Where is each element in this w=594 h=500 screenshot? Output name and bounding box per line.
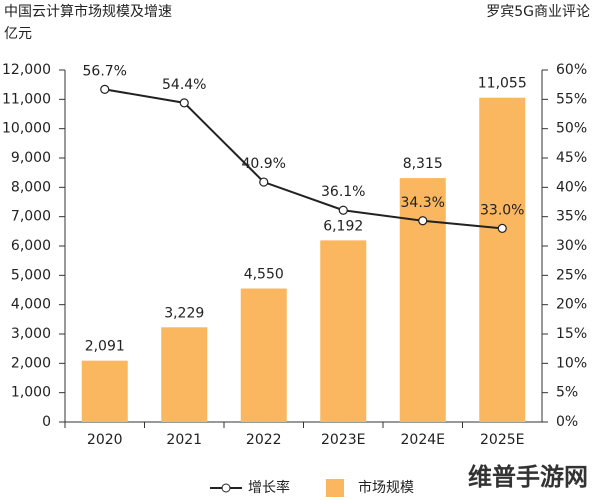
line	[104, 88, 503, 230]
bar-value-label: 2,091	[85, 339, 125, 355]
y2-tick-label: 60%	[556, 62, 587, 78]
bar	[81, 360, 128, 422]
bar-value-label: 11,055	[478, 76, 527, 92]
y-tick-label: 12,000	[2, 62, 51, 78]
y-tick-label: 3,000	[11, 326, 51, 342]
legend-label: 市场规模	[358, 479, 414, 496]
bar-value-label: 3,229	[164, 305, 204, 321]
y2-tick-label: 15%	[556, 326, 587, 342]
line-marker	[338, 205, 348, 215]
y-tick-label: 1,000	[11, 385, 51, 401]
watermark: 维普手游网	[468, 463, 588, 491]
line-marker	[497, 223, 507, 233]
line-marker	[179, 98, 189, 108]
line-value-label: 33.0%	[480, 202, 524, 218]
x-tick-label: 2021	[166, 432, 202, 448]
y2-tick-label: 45%	[556, 150, 587, 166]
source: 罗宾5G商业评论	[486, 4, 590, 20]
legend-swatch	[326, 479, 344, 497]
line-value-label: 54.4%	[162, 77, 206, 93]
bar	[161, 327, 208, 422]
bar-value-label: 4,550	[244, 267, 284, 283]
x-tick-label: 2020	[87, 432, 123, 448]
y-tick-label: 4,000	[11, 297, 51, 313]
y-axis-unit: 亿元	[4, 26, 32, 42]
line-value-label: 40.9%	[242, 156, 286, 172]
legend-label: 增长率	[248, 479, 290, 496]
bar-value-label: 6,192	[323, 218, 363, 234]
y2-tick-label: 0%	[556, 414, 578, 430]
y-tick-label: 6,000	[11, 238, 51, 254]
y-tick-label: 8,000	[11, 179, 51, 195]
line-value-label: 56.7%	[83, 63, 127, 79]
y2-tick-label: 40%	[556, 179, 587, 195]
bar-value-label: 8,315	[403, 156, 443, 172]
y-tick-label: 2,000	[11, 355, 51, 371]
y2-tick-label: 30%	[556, 238, 587, 254]
y2-tick-label: 25%	[556, 267, 587, 283]
line-marker	[259, 177, 269, 187]
y-tick-label: 9,000	[11, 150, 51, 166]
y-tick-label: 10,000	[2, 121, 51, 137]
x-tick-label: 2023E	[321, 432, 365, 448]
y2-tick-label: 20%	[556, 297, 587, 313]
y-tick-label: 0	[42, 414, 51, 430]
bar	[320, 240, 367, 422]
x-tick-label: 2022	[246, 432, 282, 448]
y2-tick-label: 35%	[556, 209, 587, 225]
bar	[240, 288, 287, 422]
line-value-label: 36.1%	[321, 184, 365, 200]
y2-tick-label: 10%	[556, 355, 587, 371]
line-value-label: 34.3%	[401, 195, 445, 211]
chart-title: 中国云计算市场规模及增速	[4, 3, 172, 20]
y-tick-label: 7,000	[11, 209, 51, 225]
y2-tick-label: 5%	[556, 385, 578, 401]
x-tick-label: 2024E	[401, 432, 445, 448]
line-marker	[418, 216, 428, 226]
y-tick-label: 5,000	[11, 267, 51, 283]
y2-tick-label: 55%	[556, 91, 587, 107]
bar	[479, 97, 526, 422]
bar	[399, 178, 446, 422]
y-tick-label: 11,000	[2, 91, 51, 107]
legend-swatch-marker	[221, 483, 231, 493]
x-tick-label: 2025E	[480, 432, 524, 448]
y2-tick-label: 50%	[556, 121, 587, 137]
line-marker	[100, 84, 110, 94]
